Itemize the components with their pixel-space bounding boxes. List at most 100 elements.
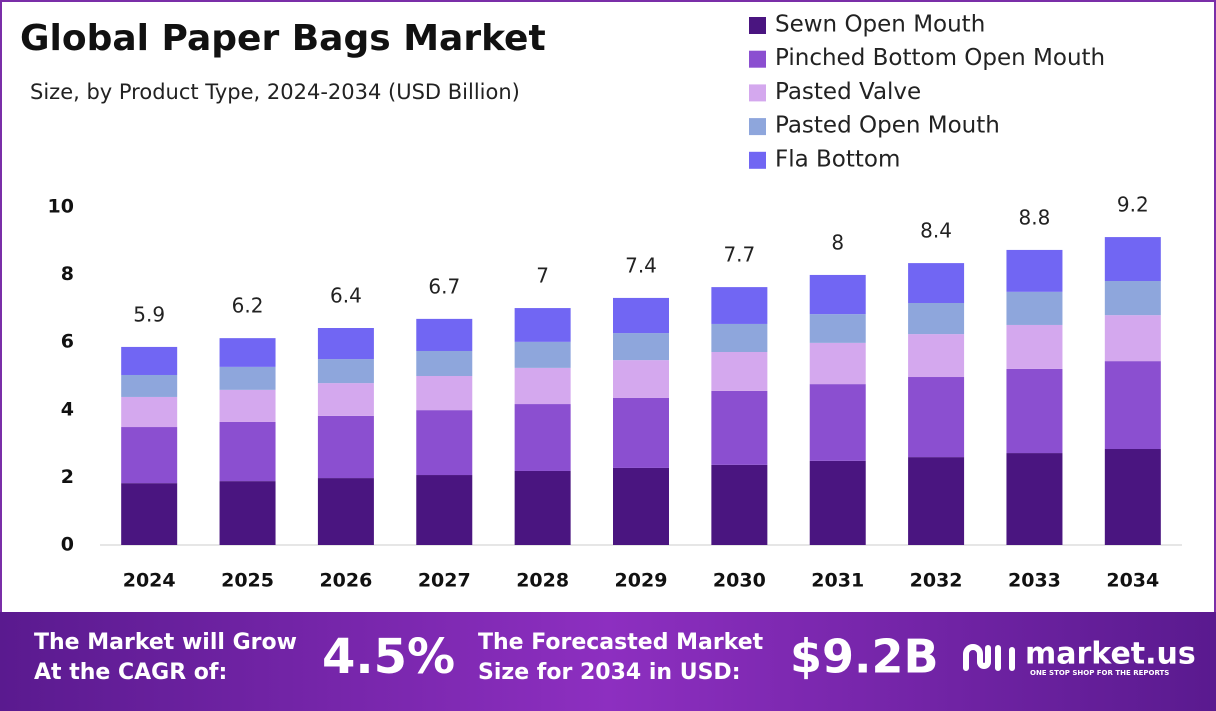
bar-segment [219,366,276,390]
y-tick-label: 10 [48,196,74,218]
bar-segment [613,360,669,398]
legend-swatch [749,84,766,102]
bar-segment [219,481,276,545]
tagline: ONE STOP SHOP FOR THE REPORTS [1030,669,1169,677]
legend-swatch [749,17,766,34]
bar-segment [1104,449,1161,545]
bar-segment [416,376,473,411]
chart-title: Global Paper Bags Market [20,18,546,59]
brand: market.us [1025,637,1196,672]
bar-segment [711,323,768,353]
bar-segment [1006,324,1063,369]
x-tick-label: 2030 [713,570,766,592]
bar-segment [1104,361,1161,450]
bar-segment [613,397,669,468]
bar-segment [1104,315,1161,362]
bar-segment [908,377,965,458]
total-label: 8 [831,230,844,254]
banner-value: 4.5% [322,629,455,685]
bar-segment [121,396,178,428]
chart-subtitle: Size, by Product Type, 2024-2034 (USD Bi… [30,80,520,104]
x-tick-label: 2028 [516,570,569,592]
bar-segment [809,342,866,385]
bar-segment [613,297,669,334]
bar-segment [121,346,178,375]
bar-segment [121,427,178,484]
total-label: 6.7 [428,274,460,298]
bar-segment [317,383,374,416]
bar-segment [1006,249,1063,292]
banner-text: The Market will Grow [34,630,297,655]
bar-segment [416,475,473,545]
total-label: 6.4 [330,284,362,308]
bar-segment [514,470,571,545]
x-tick-label: 2033 [1008,570,1061,592]
bar-segment [1104,281,1161,316]
total-label: 7.7 [723,243,755,267]
bar-segment [711,287,768,324]
bar-segment [121,374,178,397]
bar-segment [416,318,473,351]
legend-label: Pasted Open Mouth [775,113,1000,139]
x-tick-label: 2034 [1106,570,1159,592]
legend-swatch [749,118,766,136]
x-tick-label: 2031 [811,570,864,592]
total-label: 5.9 [133,302,165,326]
bar-segment [219,338,276,367]
banner-text: The Forecasted Market [478,630,764,655]
y-tick-label: 4 [61,398,74,420]
y-tick-label: 6 [61,331,74,353]
banner-text: Size for 2034 in USD: [478,660,741,685]
total-label: 6.2 [232,294,264,318]
bar-segment [317,328,374,360]
bar-segment [416,410,473,476]
x-tick-label: 2024 [123,570,176,592]
x-tick-label: 2027 [418,570,471,592]
y-tick-label: 0 [61,534,74,556]
bar-segment [1006,291,1063,325]
legend-label: Sewn Open Mouth [775,12,985,38]
legend-label: Pinched Bottom Open Mouth [775,45,1105,71]
legend-label: Fla Bottom [775,146,900,172]
legend-label: Pasted Valve [775,79,921,105]
bar-segment [317,415,374,479]
x-tick-label: 2032 [910,570,963,592]
y-tick-label: 2 [61,466,74,488]
bar-segment [809,384,866,461]
total-label: 8.8 [1019,205,1051,229]
total-label: 7.4 [625,253,657,277]
bar-segment [219,421,276,482]
bar-segment [514,308,571,342]
total-label: 9.2 [1117,193,1149,217]
bar-segment [711,352,768,391]
bar-segment [908,457,965,545]
bar-segment [1006,368,1063,454]
bar-segment [219,389,276,422]
banner-value: $9.2B [790,630,939,684]
bar-segment [416,350,473,376]
bar-segment [121,483,178,545]
bar-segment [1006,453,1063,545]
bar-segment [317,359,374,384]
bar-segment [514,404,571,471]
bar-segment [711,390,768,465]
bar-segment [514,341,571,368]
bar-segment [908,263,965,303]
banner-text: At the CAGR of: [34,660,227,685]
bar-segment [809,274,866,315]
total-label: 7 [536,264,549,288]
banner-content: The Market will Grow At the CAGR of: 4.5… [34,629,1196,685]
y-tick-label: 8 [61,263,74,285]
bar-segment [711,464,768,545]
bar-segment [908,334,965,378]
bar-segment [1104,237,1161,282]
bar-segment [809,314,866,343]
total-label: 8.4 [920,219,952,243]
bar-segment [809,460,866,545]
bar-segment [613,333,669,361]
x-tick-label: 2025 [221,570,274,592]
bar-segment [317,478,374,545]
x-tick-label: 2026 [319,570,372,592]
